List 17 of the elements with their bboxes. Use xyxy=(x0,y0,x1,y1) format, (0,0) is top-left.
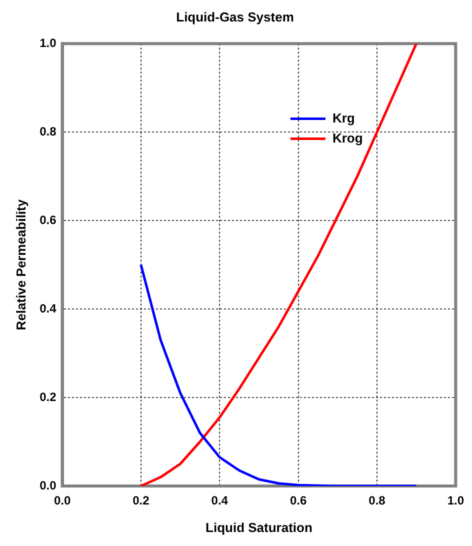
chart-title: Liquid-Gas System xyxy=(176,9,294,24)
x-tick-label: 1.0 xyxy=(447,494,464,508)
y-tick-label: 0.0 xyxy=(40,478,57,492)
y-axis-title: Relative Permeability xyxy=(13,198,28,330)
x-tick-label: 0.0 xyxy=(54,494,71,508)
x-tick-label: 0.2 xyxy=(132,494,150,508)
legend-label: Krg xyxy=(332,110,355,126)
y-tick-label: 0.6 xyxy=(40,212,57,227)
y-tick-label: 1.0 xyxy=(40,36,57,50)
y-tick-label: 0.4 xyxy=(40,301,57,316)
x-tick-label: 0.4 xyxy=(211,494,228,508)
x-axis-title: Liquid Saturation xyxy=(206,520,312,535)
y-tick-label: 0.8 xyxy=(40,124,57,138)
x-tick-label: 0.8 xyxy=(368,494,386,508)
x-tick-label: 0.6 xyxy=(290,494,307,508)
legend-label: Krog xyxy=(332,130,363,146)
y-tick-label: 0.2 xyxy=(40,390,57,404)
